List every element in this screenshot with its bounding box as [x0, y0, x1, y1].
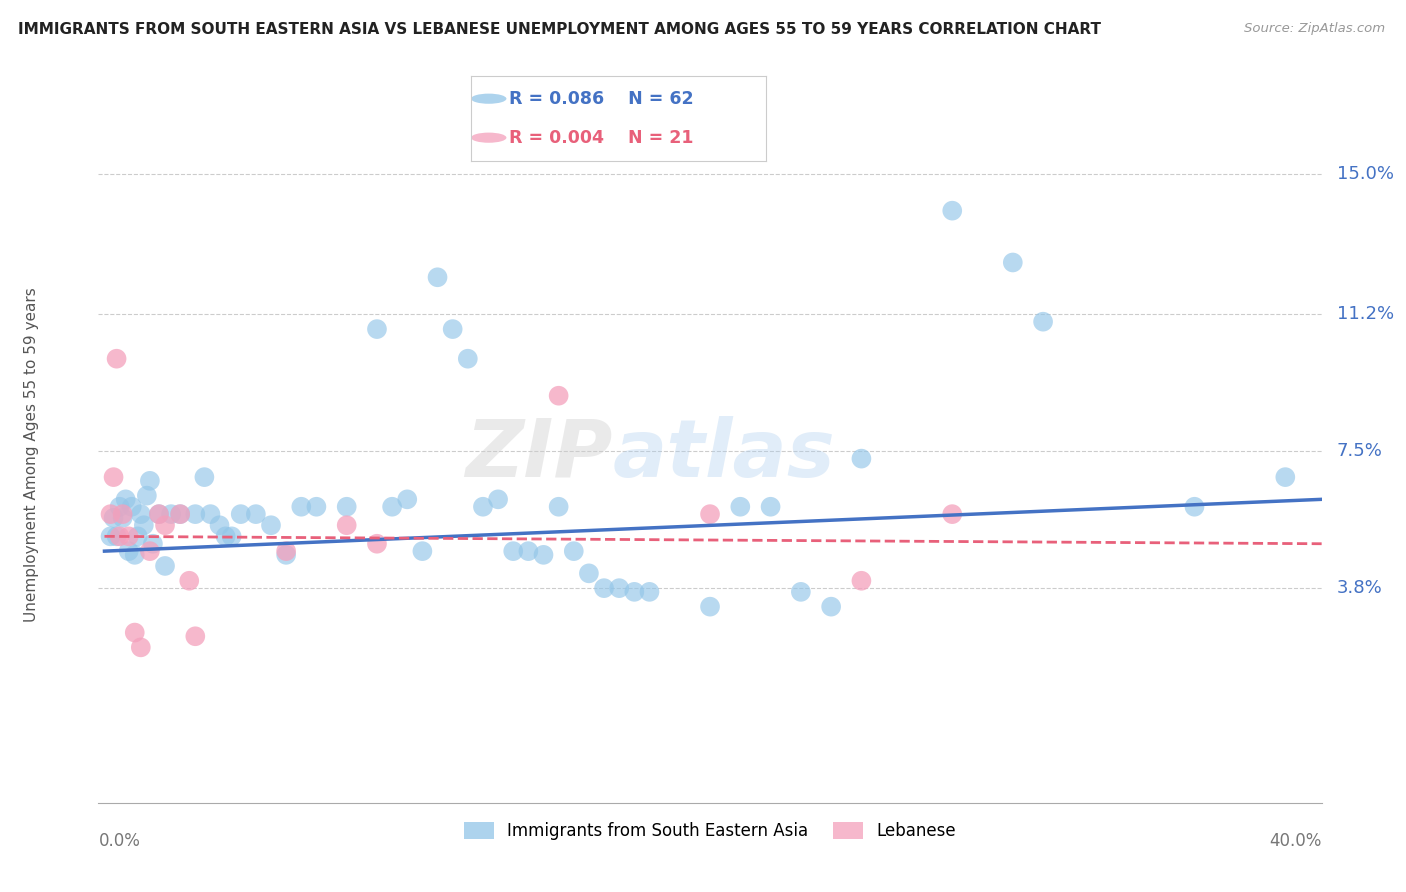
Point [336, 518, 359, 533]
Point [276, 548, 298, 562]
Point [730, 500, 752, 514]
Point [623, 585, 645, 599]
Point [118, 544, 141, 558]
Text: 15.0%: 15.0% [1337, 165, 1393, 183]
Point [124, 548, 146, 562]
Point [139, 544, 162, 558]
Point [1032, 315, 1054, 329]
Text: 11.2%: 11.2% [1337, 305, 1393, 323]
Point [111, 507, 134, 521]
Point [179, 574, 201, 588]
Point [132, 518, 155, 533]
Point [105, 351, 128, 366]
Point [276, 544, 298, 558]
Point [114, 492, 136, 507]
Point [200, 507, 222, 521]
Point [129, 640, 152, 655]
Point [699, 507, 721, 521]
Point [426, 270, 449, 285]
Point [111, 511, 134, 525]
Point [851, 574, 873, 588]
Point [260, 518, 283, 533]
Point [290, 500, 312, 514]
Point [121, 500, 143, 514]
Point [153, 558, 176, 573]
Point [578, 566, 600, 581]
Point [593, 581, 616, 595]
Point [502, 544, 524, 558]
Text: atlas: atlas [612, 416, 835, 494]
Point [124, 625, 146, 640]
Point [214, 529, 236, 543]
Point [100, 507, 122, 521]
Point [184, 507, 207, 521]
Point [184, 629, 207, 643]
Point [1001, 255, 1024, 269]
Point [562, 544, 585, 558]
Point [533, 548, 555, 562]
Text: IMMIGRANTS FROM SOUTH EASTERN ASIA VS LEBANESE UNEMPLOYMENT AMONG AGES 55 TO 59 : IMMIGRANTS FROM SOUTH EASTERN ASIA VS LE… [18, 22, 1101, 37]
Point [1184, 500, 1206, 514]
Point [208, 518, 231, 533]
Point [153, 518, 176, 533]
Point [105, 529, 128, 543]
Point [160, 507, 183, 521]
Point [471, 500, 494, 514]
Text: 7.5%: 7.5% [1337, 442, 1382, 460]
Point [108, 500, 131, 514]
Text: 3.8%: 3.8% [1337, 579, 1382, 597]
Point [547, 500, 569, 514]
Text: Unemployment Among Ages 55 to 59 years: Unemployment Among Ages 55 to 59 years [24, 287, 38, 623]
Point [100, 529, 122, 543]
Point [221, 529, 243, 543]
Point [638, 585, 661, 599]
Point [547, 389, 569, 403]
Point [941, 507, 963, 521]
Circle shape [471, 94, 506, 103]
Point [396, 492, 419, 507]
Point [366, 537, 388, 551]
Point [148, 507, 170, 521]
Point [148, 507, 170, 521]
Point [411, 544, 433, 558]
Point [790, 585, 813, 599]
Point [305, 500, 328, 514]
Point [135, 489, 157, 503]
Point [229, 507, 252, 521]
Point [103, 511, 125, 525]
Point [486, 492, 509, 507]
Point [129, 507, 152, 521]
Text: Source: ZipAtlas.com: Source: ZipAtlas.com [1244, 22, 1385, 36]
Point [1274, 470, 1296, 484]
Point [139, 474, 162, 488]
Point [820, 599, 842, 614]
Point [381, 500, 404, 514]
Text: R = 0.004    N = 21: R = 0.004 N = 21 [509, 128, 695, 146]
Point [941, 203, 963, 218]
Text: R = 0.086    N = 62: R = 0.086 N = 62 [509, 90, 695, 108]
Point [851, 451, 873, 466]
Point [245, 507, 267, 521]
Circle shape [471, 133, 506, 143]
Point [142, 537, 165, 551]
Text: ZIP: ZIP [465, 416, 612, 494]
Point [441, 322, 464, 336]
Point [169, 507, 191, 521]
Point [336, 500, 359, 514]
Point [759, 500, 782, 514]
Point [103, 470, 125, 484]
Point [108, 529, 131, 543]
Point [517, 544, 540, 558]
Point [699, 599, 721, 614]
Legend: Immigrants from South Eastern Asia, Lebanese: Immigrants from South Eastern Asia, Leba… [457, 815, 963, 847]
Point [366, 322, 388, 336]
Text: 0.0%: 0.0% [98, 832, 141, 850]
Point [607, 581, 630, 595]
Point [193, 470, 215, 484]
Point [118, 529, 141, 543]
Point [169, 507, 191, 521]
Point [457, 351, 479, 366]
Point [127, 529, 149, 543]
Text: 40.0%: 40.0% [1270, 832, 1322, 850]
